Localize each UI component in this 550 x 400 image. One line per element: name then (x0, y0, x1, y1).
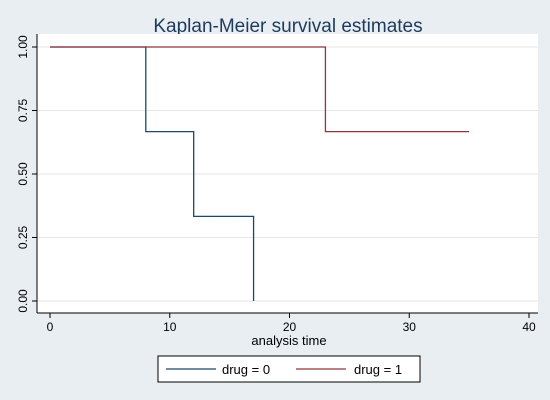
y-tick-label: 0.75 (16, 98, 30, 122)
x-tick-label: 20 (283, 320, 297, 334)
survival-curve-drug-1 (50, 46, 470, 133)
x-tick-label: 0 (47, 320, 54, 334)
x-tick-label: 10 (163, 320, 177, 334)
x-axis-label: analysis time (251, 333, 326, 348)
chart-title: Kaplan-Meier survival estimates (153, 16, 422, 37)
legend-label-drug-0: drug = 0 (222, 362, 270, 377)
legend: drug = 0 drug = 1 (157, 355, 421, 383)
axes: 0.00 0.25 0.50 0.75 1.00 0 10 20 30 40 (16, 34, 538, 334)
y-tick-label: 0.50 (16, 162, 30, 186)
x-tick-label: 30 (403, 320, 417, 334)
legend-label-drug-1: drug = 1 (354, 362, 402, 377)
y-tick-label: 0.25 (16, 225, 30, 249)
y-tick-label: 0.00 (16, 289, 30, 313)
y-tick-label: 1.00 (16, 35, 30, 59)
series-lines (50, 46, 470, 301)
x-tick-label: 40 (522, 320, 536, 334)
